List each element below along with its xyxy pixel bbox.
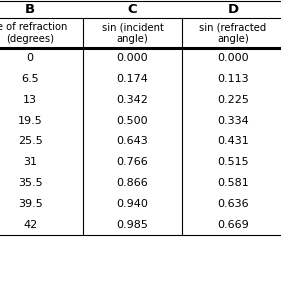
Text: 0.000: 0.000	[217, 53, 249, 63]
Text: sin (incident
angle): sin (incident angle)	[101, 22, 164, 44]
Text: sin (refracted
angle): sin (refracted angle)	[199, 22, 267, 44]
Text: 6.5: 6.5	[21, 74, 39, 84]
Text: 0.431: 0.431	[217, 136, 249, 146]
Text: 0.940: 0.940	[117, 199, 148, 209]
Text: 0.174: 0.174	[117, 74, 148, 84]
Text: 31: 31	[23, 157, 37, 167]
Text: 0.669: 0.669	[217, 219, 249, 230]
Text: 0.866: 0.866	[117, 178, 148, 188]
Text: 0.515: 0.515	[217, 157, 249, 167]
Text: C: C	[128, 3, 137, 16]
Text: 0: 0	[27, 53, 34, 63]
Text: 35.5: 35.5	[18, 178, 42, 188]
Text: B: B	[25, 3, 35, 16]
Text: 0.766: 0.766	[117, 157, 148, 167]
Text: 0.334: 0.334	[217, 115, 249, 126]
Text: 0.985: 0.985	[117, 219, 148, 230]
Text: 39.5: 39.5	[18, 199, 43, 209]
Text: D: D	[227, 3, 239, 16]
Text: 13: 13	[23, 95, 37, 105]
Text: 42: 42	[23, 219, 37, 230]
Text: 0.643: 0.643	[117, 136, 148, 146]
Text: 0.342: 0.342	[117, 95, 148, 105]
Text: le of refraction
(degrees): le of refraction (degrees)	[0, 22, 67, 44]
Text: 19.5: 19.5	[18, 115, 43, 126]
Text: 25.5: 25.5	[18, 136, 43, 146]
Text: 0.636: 0.636	[217, 199, 249, 209]
Text: 0.581: 0.581	[217, 178, 249, 188]
Text: 0.113: 0.113	[217, 74, 249, 84]
Text: 0.000: 0.000	[117, 53, 148, 63]
Text: 0.225: 0.225	[217, 95, 249, 105]
Text: 0.500: 0.500	[117, 115, 148, 126]
